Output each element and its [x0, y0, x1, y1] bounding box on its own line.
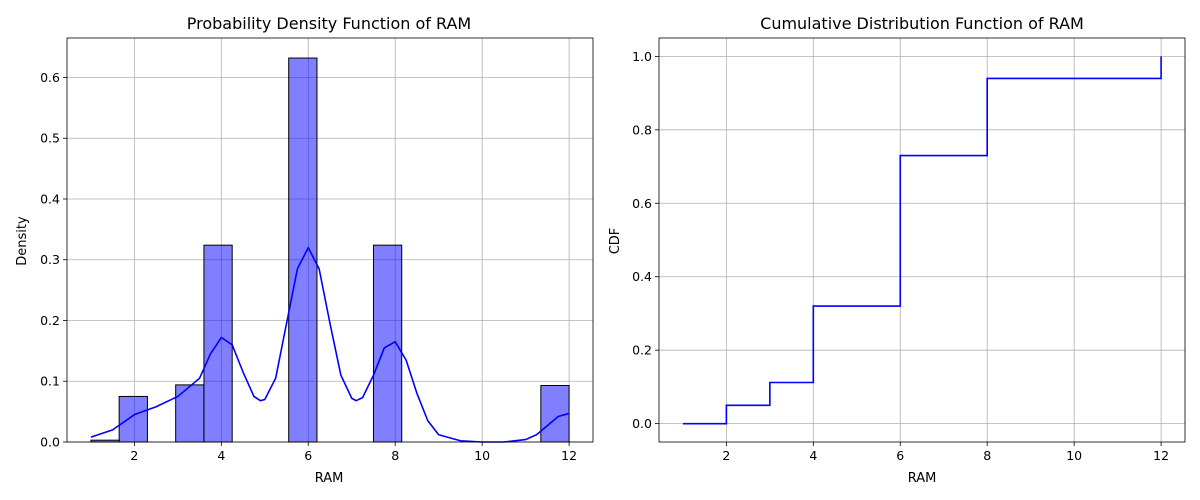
pdf-x-tick-label: 12 [561, 448, 577, 463]
pdf-y-tick-label: 0.0 [40, 435, 60, 450]
pdf-y-tick-label: 0.3 [40, 252, 60, 267]
histogram-bar [118, 395, 148, 443]
cdf-y-tick-label: 0.2 [632, 343, 652, 358]
histogram-bar [288, 57, 318, 443]
pdf-xlabel: RAM [315, 471, 344, 486]
pdf-y-tick-label: 0.6 [40, 70, 60, 85]
histogram-bar [175, 384, 205, 443]
pdf-ylabel: Density [15, 216, 30, 266]
pdf-x-tick-label: 4 [217, 448, 225, 463]
cdf-plot-area: 2 4 6 8 10 12 0.0 0.2 0.4 0.6 0.8 1.0 [632, 37, 1186, 463]
pdf-y-tick-label: 0.4 [40, 191, 60, 206]
cdf-x-tick-label: 6 [896, 448, 904, 463]
cdf-x-tick-label: 10 [1066, 448, 1082, 463]
cdf-x-tick-label: 12 [1153, 448, 1169, 463]
pdf-x-tick-label: 6 [304, 448, 312, 463]
pdf-x-tick-label: 8 [391, 448, 399, 463]
cdf-x-tick-label: 2 [722, 448, 730, 463]
pdf-x-tick-label: 10 [474, 448, 490, 463]
cdf-x-tick-label: 8 [983, 448, 991, 463]
pdf-x-tick-label: 2 [130, 448, 138, 463]
histogram-bar [372, 244, 403, 443]
cdf-y-tick-label: 0.0 [632, 416, 652, 431]
pdf-title: Probability Density Function of RAM [187, 14, 471, 33]
cdf-title: Cumulative Distribution Function of RAM [760, 14, 1084, 33]
cdf-step-line [682, 56, 1162, 425]
pdf-plot-area: 2 4 6 8 10 12 0.0 0.1 0.2 0.3 0.4 0.5 0.6 [40, 37, 594, 463]
cdf-panel: Cumulative Distribution Function of RAM … [608, 14, 1186, 486]
pdf-y-tick-label: 0.1 [40, 374, 60, 389]
cdf-y-tick-label: 0.6 [632, 196, 652, 211]
histogram-bar [540, 385, 570, 443]
cdf-axes-frame [658, 37, 1186, 443]
pdf-axes-frame [66, 37, 594, 443]
cdf-y-tick-label: 0.8 [632, 122, 652, 137]
cdf-x-tick-label: 4 [809, 448, 817, 463]
cdf-ylabel: CDF [608, 228, 623, 255]
pdf-panel: Probability Density Function of RAM RAM … [15, 14, 594, 486]
cdf-y-tick-label: 0.4 [632, 269, 652, 284]
pdf-y-tick-label: 0.5 [40, 131, 60, 146]
pdf-y-tick-label: 0.2 [40, 313, 60, 328]
cdf-xlabel: RAM [908, 471, 937, 486]
cdf-y-tick-label: 1.0 [632, 49, 652, 64]
